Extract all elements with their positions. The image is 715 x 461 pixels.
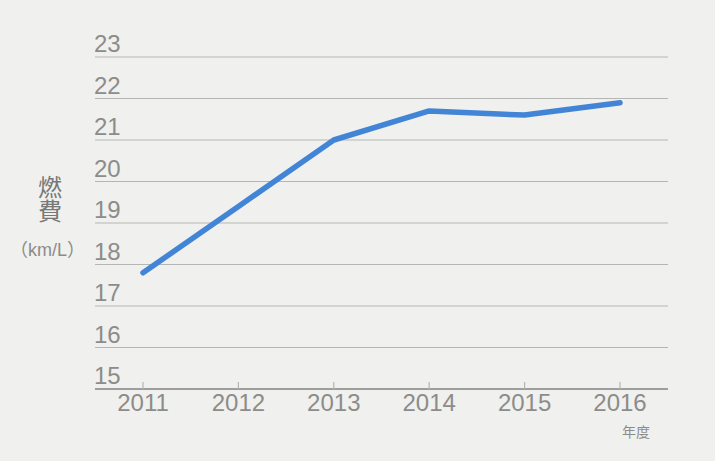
x-tick-label: 2013: [307, 389, 360, 416]
y-tick-label: 21: [94, 113, 121, 140]
x-axis-unit-label: 年度: [610, 421, 662, 441]
fuel-economy-chart: 15 16 17 18 19 20 21 22 23 2011 2012 2013 2014 2015 20…: [0, 0, 715, 461]
y-tick-label: 17: [94, 279, 121, 306]
x-tick-label: 2012: [212, 389, 265, 416]
y-tick-label: 19: [94, 196, 121, 223]
x-tick-label: 2016: [593, 389, 646, 416]
x-tick-label: 2014: [403, 389, 456, 416]
line-chart-canvas: 15 16 17 18 19 20 21 22 23 2011 2012 2013 2014 2015 20…: [0, 0, 715, 461]
y-tick-label: 18: [94, 238, 121, 265]
y-axis-title: 燃費 （km/L）: [0, 175, 95, 261]
x-tick-label: 2011: [117, 389, 169, 416]
y-axis-title-text: 燃費: [36, 175, 60, 223]
data-line-fuel-economy: [143, 103, 620, 273]
y-tick-label: 23: [94, 30, 121, 57]
y-tick-label: 20: [94, 155, 121, 182]
y-tick-label: 15: [94, 362, 121, 389]
x-tick-label: 2015: [498, 389, 551, 416]
y-tick-label: 16: [94, 321, 121, 348]
y-tick-label: 22: [94, 72, 121, 99]
y-axis-unit-label: （km/L）: [10, 235, 85, 261]
